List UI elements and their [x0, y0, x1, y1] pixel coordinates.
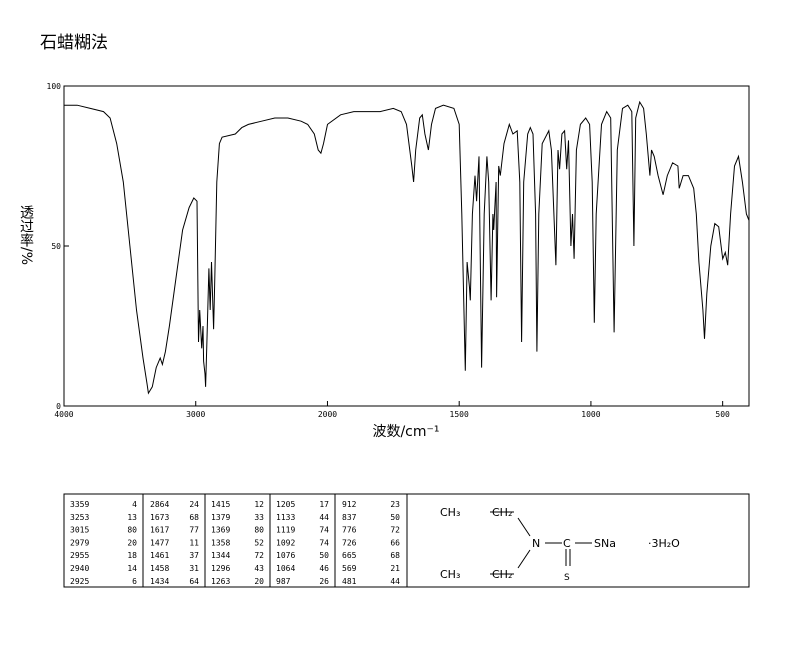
peak-wavenumber: 2940 [70, 564, 89, 573]
peak-intensity: 72 [254, 551, 264, 560]
peak-wavenumber: 2925 [70, 577, 89, 586]
peak-wavenumber: 1296 [211, 564, 230, 573]
peak-wavenumber: 776 [342, 526, 357, 535]
spectrum-line [64, 100, 750, 395]
peak-wavenumber: 1369 [211, 526, 230, 535]
peak-intensity: 12 [254, 500, 264, 509]
peak-intensity: 6 [132, 577, 137, 586]
peak-wavenumber: 481 [342, 577, 357, 586]
peak-wavenumber: 3253 [70, 513, 89, 522]
peak-wavenumber: 1092 [276, 538, 295, 547]
peak-intensity: 46 [319, 564, 329, 573]
peak-wavenumber: 1205 [276, 500, 295, 509]
peak-intensity: 64 [189, 577, 199, 586]
peak-wavenumber: 1119 [276, 526, 295, 535]
peak-wavenumber: 1133 [276, 513, 295, 522]
x-tick-label: 2000 [318, 410, 337, 419]
x-tick-label: 1000 [581, 410, 600, 419]
structure-label: CH₂ [492, 568, 512, 581]
peak-wavenumber: 1379 [211, 513, 230, 522]
peak-wavenumber: 837 [342, 513, 357, 522]
peak-wavenumber: 1064 [276, 564, 295, 573]
peak-intensity: 74 [319, 538, 329, 547]
peak-intensity: 68 [189, 513, 199, 522]
peak-intensity: 43 [254, 564, 264, 573]
peak-wavenumber: 2979 [70, 538, 89, 547]
peak-intensity: 20 [254, 577, 264, 586]
peak-wavenumber: 2864 [150, 500, 169, 509]
peak-intensity: 80 [254, 526, 264, 535]
peak-intensity: 11 [189, 538, 199, 547]
peak-intensity: 24 [189, 500, 199, 509]
peak-wavenumber: 3359 [70, 500, 89, 509]
structure-label: N [532, 537, 540, 550]
peak-intensity: 66 [390, 538, 400, 547]
structure-bonds [490, 511, 592, 575]
peak-intensity: 21 [390, 564, 400, 573]
peak-intensity: 68 [390, 551, 400, 560]
peak-intensity: 37 [189, 551, 199, 560]
peak-intensity: 50 [319, 551, 329, 560]
peak-intensity: 13 [127, 513, 137, 522]
peak-intensity: 14 [127, 564, 137, 573]
structure-label: S [564, 573, 570, 583]
peak-intensity: 17 [319, 500, 329, 509]
x-tick-label: 4000 [54, 410, 73, 419]
peak-intensity: 4 [132, 500, 137, 509]
peak-wavenumber: 3015 [70, 526, 89, 535]
peak-intensity: 18 [127, 551, 137, 560]
peak-intensity: 33 [254, 513, 264, 522]
peak-intensity: 26 [319, 577, 329, 586]
peak-wavenumber: 1344 [211, 551, 230, 560]
peak-wavenumber: 1076 [276, 551, 295, 560]
y-axis-label: 透过率/% [18, 205, 34, 265]
peak-intensity: 50 [390, 513, 400, 522]
structure-label: CH₃ [440, 568, 460, 581]
peak-intensity: 52 [254, 538, 264, 547]
peak-wavenumber: 2955 [70, 551, 89, 560]
structure-label: ·3H₂O [648, 537, 680, 550]
peak-intensity: 72 [390, 526, 400, 535]
peak-intensity: 44 [390, 577, 400, 586]
x-tick-label: 500 [715, 410, 730, 419]
peak-wavenumber: 1263 [211, 577, 230, 586]
table-dividers [142, 494, 408, 587]
peak-wavenumber: 1358 [211, 538, 230, 547]
peak-wavenumber: 1673 [150, 513, 169, 522]
peak-wavenumber: 1477 [150, 538, 169, 547]
peak-intensity: 31 [189, 564, 199, 573]
y-tick-label: 100 [47, 82, 62, 91]
chart-title: 石蜡糊法 [40, 33, 108, 53]
peak-wavenumber: 912 [342, 500, 357, 509]
structure-label: C [563, 537, 571, 550]
peak-wavenumber: 569 [342, 564, 357, 573]
structure: CH₃ CH₂ N C SNa ·3H₂O S CH₃ CH₂ [440, 506, 680, 583]
x-tick-label: 1500 [450, 410, 469, 419]
peak-wavenumber: 1458 [150, 564, 169, 573]
y-tick-label: 50 [51, 242, 61, 251]
peak-intensity: 44 [319, 513, 329, 522]
peak-intensity: 74 [319, 526, 329, 535]
peak-wavenumber: 987 [276, 577, 291, 586]
structure-label: CH₃ [440, 506, 460, 519]
x-axis-label: 波数/cm⁻¹ [372, 424, 439, 440]
peak-intensity: 77 [189, 526, 199, 535]
y-tick-label: 0 [56, 402, 61, 411]
x-tick-label: 3000 [186, 410, 205, 419]
peak-wavenumber: 1617 [150, 526, 169, 535]
structure-label: CH₂ [492, 506, 512, 519]
peak-intensity: 20 [127, 538, 137, 547]
peak-intensity: 23 [390, 500, 400, 509]
peak-intensity: 80 [127, 526, 137, 535]
peak-wavenumber: 1415 [211, 500, 230, 509]
peak-wavenumber: 1434 [150, 577, 169, 586]
peak-wavenumber: 726 [342, 538, 357, 547]
peak-wavenumber: 665 [342, 551, 357, 560]
peak-wavenumber: 1461 [150, 551, 169, 560]
structure-label: SNa [594, 537, 616, 550]
